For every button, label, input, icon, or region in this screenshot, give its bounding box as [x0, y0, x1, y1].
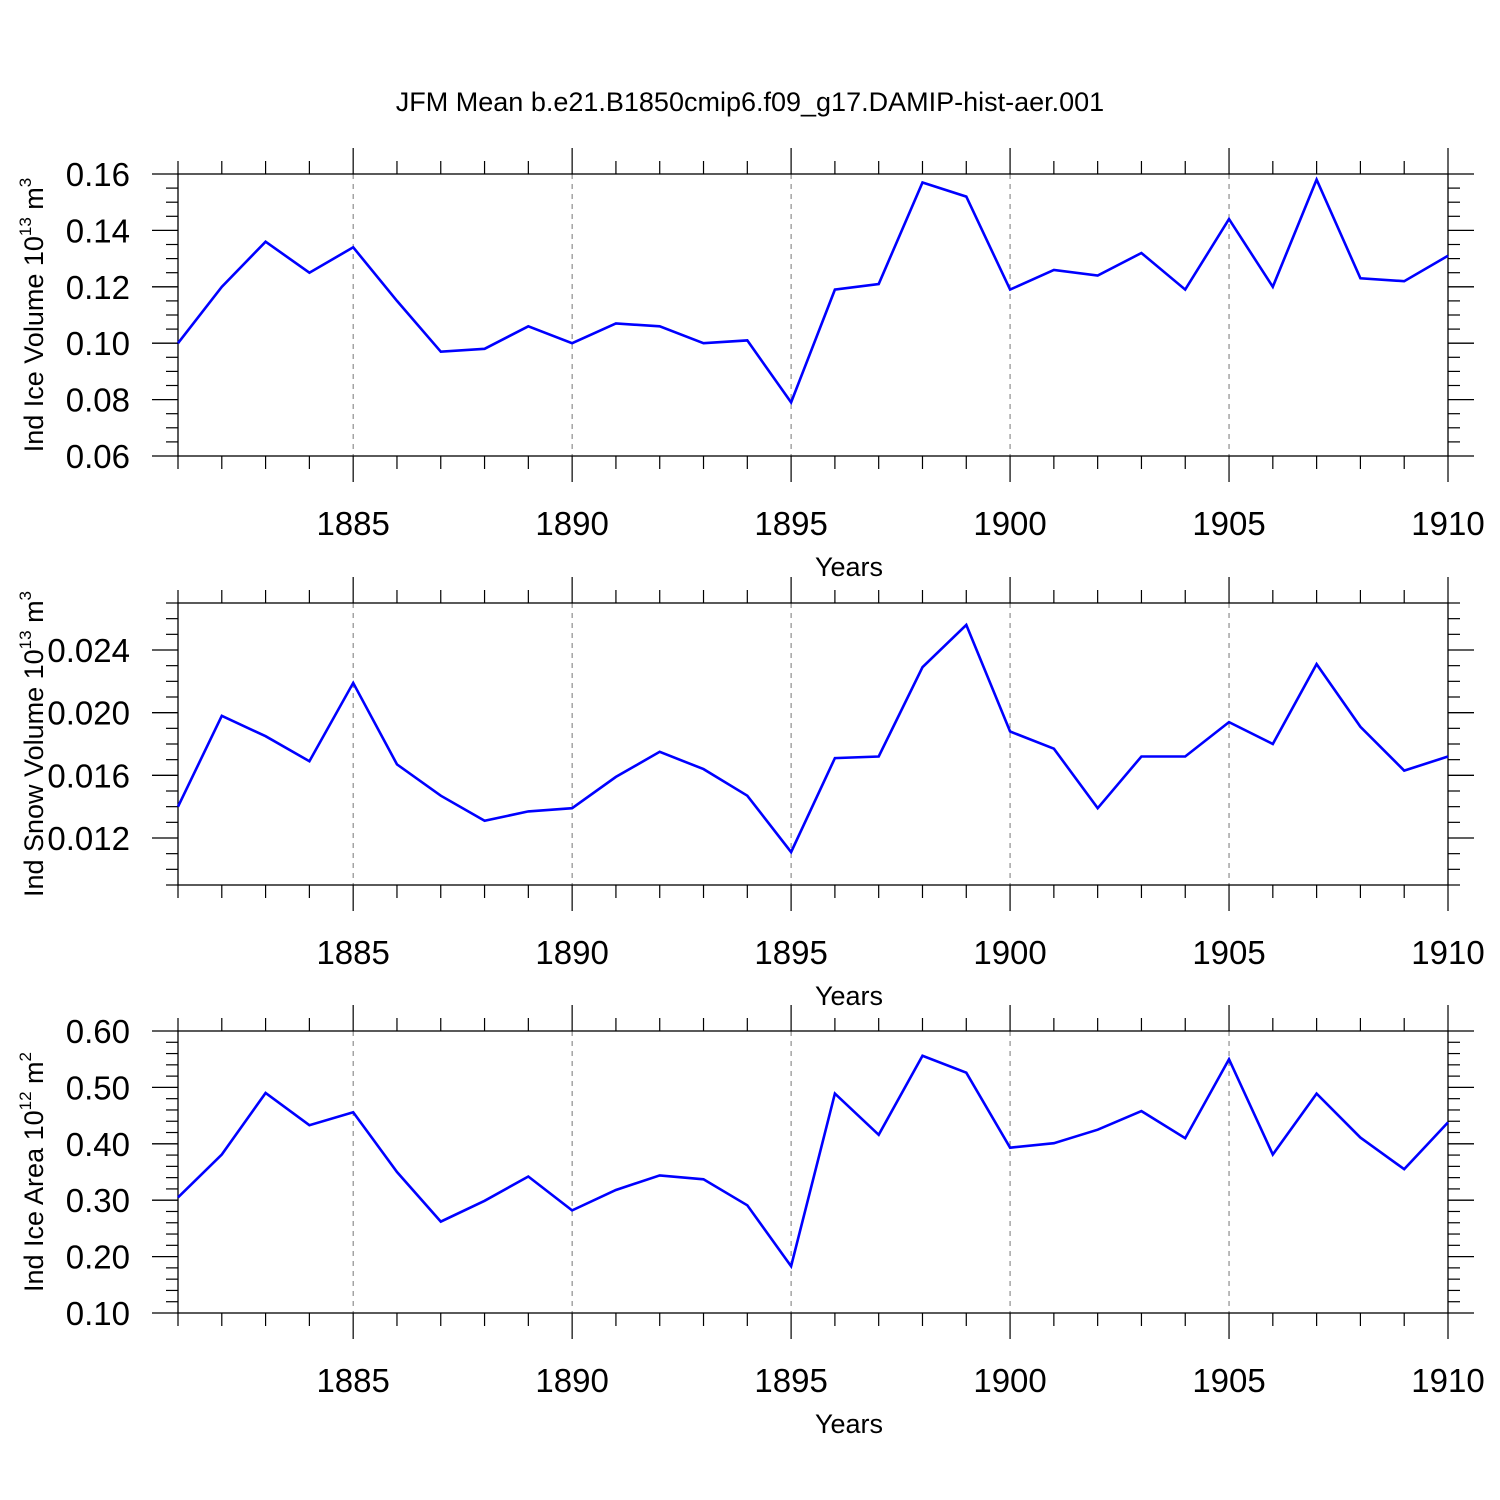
figure-title: JFM Mean b.e21.B1850cmip6.f09_g17.DAMIP-…	[396, 87, 1104, 117]
x-tick-label: 1895	[754, 1362, 827, 1399]
x-tick-label: 1910	[1411, 1362, 1484, 1399]
x-tick-label: 1885	[316, 1362, 389, 1399]
y-tick-label: 0.40	[66, 1126, 130, 1163]
y-axis-title-unit: m	[19, 1061, 49, 1091]
series-line	[176, 176, 1449, 406]
panels: 0.06 0.08 0.10 0.12 0.14 0.16 1885 1890 1895 1900…	[16, 148, 1485, 1439]
y-axis-title-unit-power: 3	[16, 591, 35, 600]
y-tick-label: 0.10	[66, 1295, 130, 1332]
x-tick-label: 1885	[316, 934, 389, 971]
panel-1: 0.06 0.08 0.10 0.12 0.14 0.16 1885 1890 1895 1900…	[16, 148, 1485, 582]
y-axis-title-unit-power: 2	[16, 1052, 35, 1061]
x-tick-label: 1905	[1192, 1362, 1265, 1399]
y-axis-title-exponent: 13	[16, 630, 35, 649]
y-axis-title-text: Ind Ice Area 10	[19, 1110, 49, 1292]
y-tick-label: 0.020	[47, 695, 130, 732]
y-tick-label: 0.16	[66, 156, 130, 193]
y-axis-title: Ind Snow Volume 1013 m3	[16, 591, 49, 897]
series-line	[176, 622, 1449, 855]
y-tick-label: 0.08	[66, 382, 130, 419]
panel-3: 0.10 0.20 0.30 0.40 0.50 0.60 1885 1890 1895 1900…	[16, 1005, 1485, 1439]
x-axis-title: Years	[815, 1409, 883, 1439]
y-tick-label: 0.12	[66, 269, 130, 306]
x-tick-label: 1910	[1411, 505, 1484, 542]
y-tick-label: 0.30	[66, 1182, 130, 1219]
x-axis-title: Years	[815, 981, 883, 1011]
x-tick-label: 1900	[973, 934, 1046, 971]
x-tick-label: 1905	[1192, 505, 1265, 542]
y-axis-title-unit-power: 3	[16, 178, 35, 187]
x-tick-label: 1895	[754, 934, 827, 971]
y-tick-label: 0.024	[47, 632, 130, 669]
y-tick-label: 0.012	[47, 820, 130, 857]
x-tick-label: 1895	[754, 505, 827, 542]
y-axis-title: Ind Ice Volume 1013 m3	[16, 178, 49, 453]
y-tick-label: 0.60	[66, 1013, 130, 1050]
series-line	[177, 1054, 1449, 1270]
x-axis-title: Years	[815, 552, 883, 582]
y-axis-title-unit: m	[19, 600, 49, 630]
y-axis-title-text: Ind Ice Volume 10	[19, 236, 49, 452]
y-axis-title: Ind Ice Area 1012 m2	[16, 1052, 49, 1292]
y-tick-label: 0.20	[66, 1239, 130, 1276]
panel-2: 0.012 0.016 0.020 0.024 1885 1890 1895 1900 1905…	[16, 577, 1485, 1011]
x-tick-label: 1890	[535, 934, 608, 971]
y-axis-title-exponent: 12	[16, 1091, 35, 1110]
y-axis-title-exponent: 13	[16, 217, 35, 236]
x-tick-label: 1885	[316, 505, 389, 542]
y-axis-title-unit: m	[19, 187, 49, 217]
x-tick-label: 1900	[973, 505, 1046, 542]
x-tick-label: 1900	[973, 1362, 1046, 1399]
x-tick-label: 1890	[535, 1362, 608, 1399]
x-tick-label: 1905	[1192, 934, 1265, 971]
plot-frame	[177, 1030, 1449, 1314]
y-axis-title-text: Ind Snow Volume 10	[19, 649, 49, 897]
y-tick-label: 0.50	[66, 1069, 130, 1106]
y-tick-label: 0.14	[66, 212, 130, 249]
x-tick-label: 1910	[1411, 934, 1484, 971]
y-tick-label: 0.06	[66, 438, 130, 475]
x-tick-label: 1890	[535, 505, 608, 542]
y-tick-label: 0.10	[66, 325, 130, 362]
y-tick-label: 0.016	[47, 757, 130, 794]
